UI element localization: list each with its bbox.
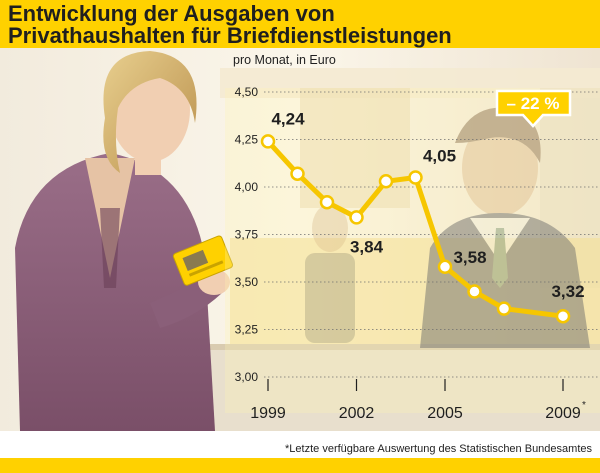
data-labels: 4,24 3,84 4,05 3,58 3,32 xyxy=(271,109,584,301)
x-axis: 1999 2002 2005 2009 * xyxy=(250,379,586,422)
data-label: 3,58 xyxy=(453,248,486,267)
y-tick-label: 4,00 xyxy=(235,180,259,194)
data-label: 4,24 xyxy=(271,109,305,128)
data-label: 3,84 xyxy=(350,237,384,256)
y-tick-label: 3,50 xyxy=(235,275,259,289)
data-point xyxy=(378,174,394,189)
unit-label: pro Monat, in Euro xyxy=(233,53,336,67)
x-tick-label: 2005 xyxy=(427,405,463,422)
y-tick-label: 4,50 xyxy=(235,85,259,99)
title-band: Entwicklung der Ausgaben von Privathaush… xyxy=(0,0,600,48)
data-point xyxy=(555,308,571,324)
title-line-2: Privathaushalten für Briefdienstleistung… xyxy=(8,23,452,48)
data-label: 4,05 xyxy=(423,147,456,166)
x-tick-label: 2002 xyxy=(339,405,375,422)
data-point xyxy=(437,259,453,275)
y-axis: 3,00 3,25 3,50 3,75 4,00 4,25 4,50 xyxy=(235,85,259,384)
callout-badge: – 22 % xyxy=(495,89,572,128)
x-tick-label: 2009 xyxy=(545,405,581,422)
footnote: *Letzte verfügbare Auswertung des Statis… xyxy=(285,443,592,455)
callout-badge-shape xyxy=(495,89,572,128)
y-tick-label: 3,00 xyxy=(235,370,259,384)
callout-text: – 22 % xyxy=(507,94,560,113)
data-point xyxy=(319,194,335,210)
x-tick-marker: * xyxy=(582,400,586,411)
data-point xyxy=(290,166,305,181)
woman-figure xyxy=(15,51,234,431)
data-point xyxy=(467,284,482,299)
bottom-band xyxy=(0,458,600,473)
series-ausgaben xyxy=(265,138,566,319)
data-point xyxy=(349,210,364,225)
data-points xyxy=(260,134,571,324)
title-line-1: Entwicklung der Ausgaben von xyxy=(8,1,335,26)
data-label: 3,32 xyxy=(551,282,584,301)
y-tick-label: 3,25 xyxy=(235,323,259,337)
series-line xyxy=(265,138,566,319)
data-point xyxy=(496,301,512,316)
data-point xyxy=(408,170,423,185)
x-tick-label: 1999 xyxy=(250,405,286,422)
data-point xyxy=(260,134,276,149)
y-tick-label: 3,75 xyxy=(235,228,259,242)
y-tick-label: 4,25 xyxy=(235,133,259,147)
